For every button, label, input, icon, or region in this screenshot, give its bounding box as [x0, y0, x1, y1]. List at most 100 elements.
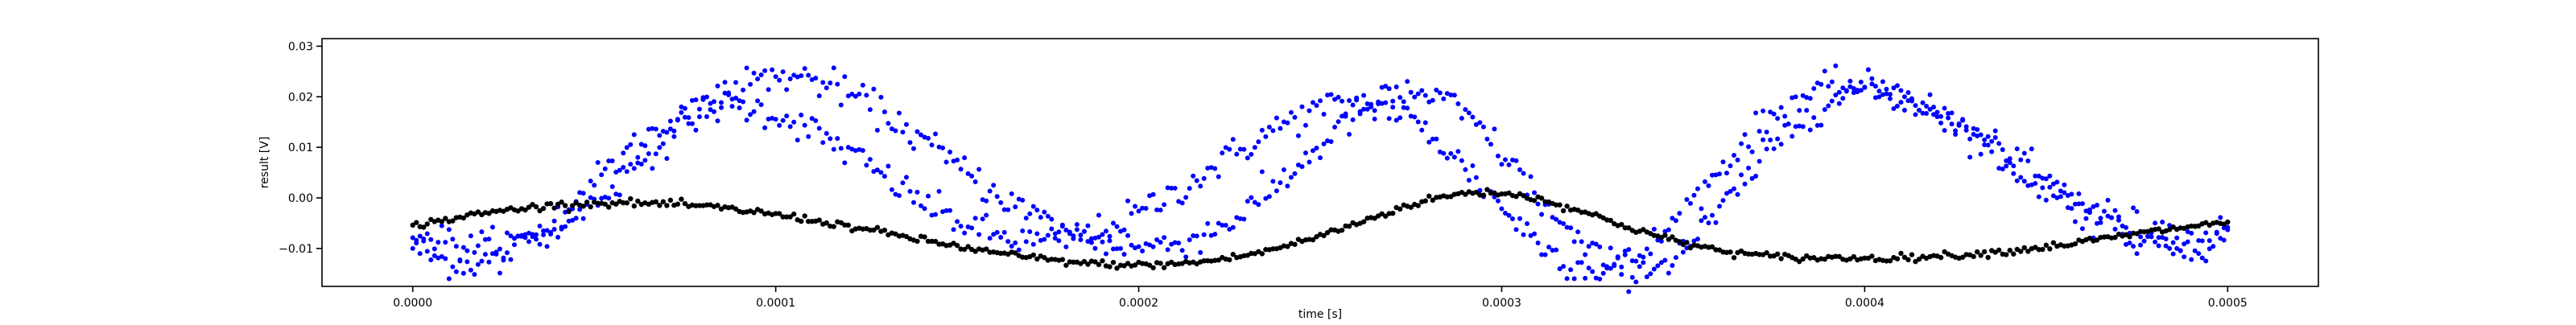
- data-point: [914, 238, 920, 245]
- data-point: [1626, 289, 1632, 294]
- data-point: [1709, 244, 1715, 250]
- data-point: [1637, 264, 1642, 269]
- data-point: [613, 191, 619, 197]
- data-point: [1335, 94, 1341, 100]
- data-point: [1318, 98, 1323, 104]
- data-point: [881, 227, 888, 233]
- data-point: [1564, 204, 1570, 209]
- data-point: [1154, 207, 1160, 212]
- data-point: [1426, 99, 1432, 105]
- data-point: [1768, 109, 1773, 115]
- data-point: [2170, 240, 2176, 245]
- y-tick-label: 0.02: [288, 91, 313, 104]
- data-point: [2116, 214, 2121, 220]
- data-point: [1982, 137, 1988, 142]
- data-point: [922, 134, 927, 140]
- data-point: [1448, 150, 1454, 156]
- data-point: [1434, 136, 1439, 142]
- data-point: [1459, 115, 1464, 121]
- data-point: [1415, 119, 1421, 125]
- data-point: [777, 122, 782, 128]
- data-point: [1807, 127, 1813, 133]
- data-point: [1583, 252, 1588, 257]
- data-point: [1771, 146, 1777, 151]
- data-point: [595, 200, 601, 206]
- data-point: [1183, 254, 1189, 260]
- data-point: [1390, 105, 1396, 110]
- data-point: [1434, 87, 1439, 93]
- data-point: [1140, 248, 1146, 253]
- data-point: [1107, 238, 1113, 244]
- data-point: [675, 117, 680, 123]
- data-point: [1684, 245, 1690, 251]
- data-point: [1034, 256, 1040, 262]
- data-point: [1118, 228, 1123, 234]
- data-point: [2033, 181, 2038, 187]
- data-point: [544, 228, 550, 233]
- data-point: [621, 150, 626, 156]
- data-point: [2000, 167, 2005, 172]
- data-point: [1492, 126, 1497, 132]
- data-point: [541, 232, 547, 237]
- data-point: [2112, 208, 2118, 213]
- data-point: [1376, 99, 1381, 105]
- data-point: [1422, 198, 1428, 204]
- data-point: [1292, 171, 1298, 176]
- data-point: [1502, 211, 1508, 216]
- data-point: [1292, 241, 1298, 247]
- data-point: [2043, 176, 2049, 182]
- data-point: [1114, 265, 1120, 271]
- data-point: [958, 167, 964, 172]
- data-point: [799, 113, 804, 118]
- data-point: [965, 244, 971, 249]
- data-point: [1862, 255, 1868, 261]
- data-point: [1942, 128, 1947, 134]
- data-point: [1749, 175, 1755, 181]
- data-point: [664, 156, 670, 162]
- data-point: [776, 211, 782, 216]
- data-point: [2124, 224, 2129, 230]
- data-point: [871, 227, 877, 233]
- data-point: [2207, 238, 2212, 244]
- plot-frame: [321, 38, 2319, 287]
- data-point: [2178, 248, 2183, 253]
- data-point: [624, 200, 630, 206]
- data-point: [1263, 246, 1269, 253]
- data-point: [1728, 163, 1733, 169]
- data-point: [2040, 185, 2046, 191]
- data-point: [766, 87, 771, 93]
- data-point: [1390, 98, 1396, 104]
- data-point: [1067, 231, 1072, 237]
- data-point: [1564, 224, 1570, 230]
- data-point: [1506, 212, 1512, 218]
- data-point: [1732, 153, 1737, 158]
- data-point: [475, 261, 481, 267]
- data-point: [2014, 146, 2020, 151]
- data-point: [1266, 124, 1272, 130]
- data-point: [1234, 215, 1240, 220]
- data-point: [1444, 91, 1450, 97]
- data-point: [889, 187, 894, 192]
- data-point: [1103, 228, 1108, 234]
- data-point: [795, 138, 800, 143]
- data-point: [762, 125, 768, 130]
- data-point: [2062, 182, 2067, 187]
- data-point: [1920, 110, 1926, 116]
- data-point: [1179, 200, 1185, 206]
- data-point: [1960, 117, 1966, 122]
- data-point: [987, 188, 993, 194]
- data-point: [1114, 246, 1120, 252]
- x-axis-label: time [s]: [1298, 308, 1342, 321]
- y-tick-label: 0.00: [288, 192, 313, 205]
- data-point: [2156, 243, 2161, 249]
- data-point: [1121, 263, 1127, 269]
- data-point: [667, 118, 673, 124]
- data-point: [460, 215, 467, 221]
- data-point: [1172, 185, 1178, 191]
- data-point: [1172, 240, 1178, 245]
- data-point: [1959, 254, 1966, 260]
- data-point: [569, 203, 576, 208]
- data-point: [1670, 234, 1675, 240]
- data-point: [1027, 211, 1033, 216]
- data-point: [2108, 215, 2114, 220]
